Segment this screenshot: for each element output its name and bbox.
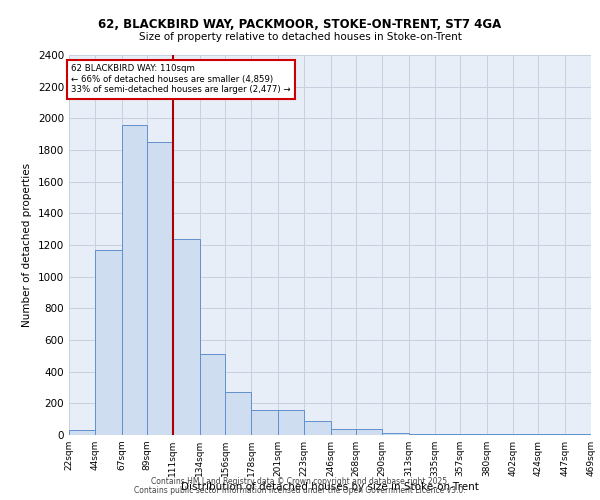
Bar	[69, 430, 95, 435]
Bar	[487, 434, 513, 435]
Bar	[226, 392, 251, 435]
Bar	[513, 434, 538, 435]
Bar	[304, 421, 331, 435]
Bar	[147, 142, 173, 435]
Bar	[409, 434, 434, 435]
Bar	[356, 428, 382, 435]
Y-axis label: Number of detached properties: Number of detached properties	[22, 163, 32, 327]
Bar	[460, 434, 487, 435]
Text: 62 BLACKBIRD WAY: 110sqm
← 66% of detached houses are smaller (4,859)
33% of sem: 62 BLACKBIRD WAY: 110sqm ← 66% of detach…	[71, 64, 291, 94]
Text: Contains HM Land Registry data © Crown copyright and database right 2025.: Contains HM Land Registry data © Crown c…	[151, 477, 449, 486]
Bar	[200, 354, 226, 435]
Text: Size of property relative to detached houses in Stoke-on-Trent: Size of property relative to detached ho…	[139, 32, 461, 42]
Bar	[538, 434, 565, 435]
Bar	[382, 432, 409, 435]
Bar	[565, 434, 591, 435]
Bar	[434, 434, 460, 435]
X-axis label: Distribution of detached houses by size in Stoke-on-Trent: Distribution of detached houses by size …	[181, 482, 479, 492]
Text: 62, BLACKBIRD WAY, PACKMOOR, STOKE-ON-TRENT, ST7 4GA: 62, BLACKBIRD WAY, PACKMOOR, STOKE-ON-TR…	[98, 18, 502, 30]
Bar	[95, 250, 122, 435]
Bar	[173, 238, 200, 435]
Bar	[331, 428, 356, 435]
Bar	[251, 410, 278, 435]
Bar	[278, 410, 304, 435]
Bar	[122, 124, 147, 435]
Text: Contains public sector information licensed under the Open Government Licence v3: Contains public sector information licen…	[134, 486, 466, 495]
